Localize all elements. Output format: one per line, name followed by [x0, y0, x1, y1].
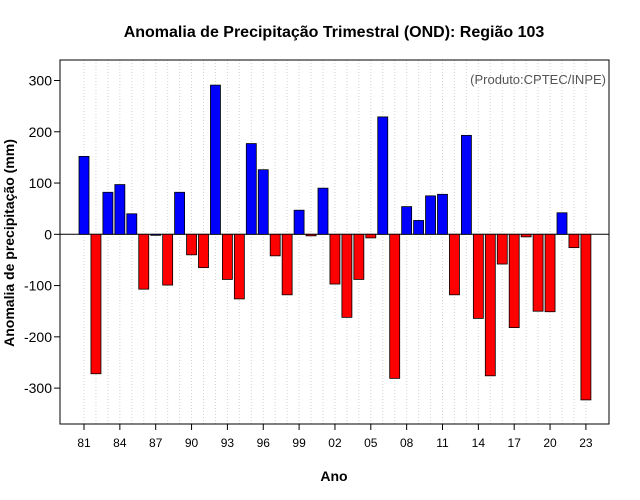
- bar-1992: [210, 84, 221, 235]
- bar-2017: [508, 233, 520, 329]
- bar-1998: [281, 233, 293, 296]
- bar-1995: [245, 143, 257, 235]
- y-tick-label: -100: [24, 278, 52, 294]
- bar-2003: [341, 233, 353, 318]
- bar-1985: [126, 213, 138, 235]
- bar-1984: [114, 184, 126, 235]
- bar-2008: [401, 206, 413, 235]
- y-tick-label: 0: [44, 226, 52, 242]
- bar-2015: [484, 233, 496, 377]
- bar-2013: [460, 134, 472, 235]
- x-tick-label: 05: [364, 436, 378, 450]
- bar-1990: [186, 233, 197, 256]
- x-axis-label: Ano: [320, 468, 347, 484]
- bar-1999: [293, 209, 305, 235]
- x-tick-label: 20: [543, 436, 557, 450]
- x-tick-label: 87: [149, 436, 163, 450]
- y-tick-label: 200: [29, 124, 53, 140]
- bar-2000: [305, 233, 317, 237]
- bar-1982: [90, 233, 102, 375]
- y-tick-label: -200: [24, 329, 52, 345]
- bar-2011: [437, 193, 448, 235]
- bar-1994: [233, 233, 245, 300]
- grid: [83, 60, 587, 424]
- x-tick-label: 11: [436, 436, 449, 450]
- x-tick-label: 93: [221, 436, 235, 450]
- bar-2019: [532, 233, 544, 312]
- bar-2021: [556, 212, 568, 235]
- bar-2012: [449, 233, 460, 296]
- bar-2022: [568, 233, 580, 249]
- bar-1988: [162, 233, 174, 286]
- x-tick-label: 08: [400, 436, 414, 450]
- x-tick-label: 14: [472, 436, 486, 450]
- y-tick-label: 100: [29, 175, 53, 191]
- bar-1987: [150, 233, 162, 236]
- y-axis: -300 -200 -100 0 100 200 300: [24, 73, 60, 396]
- x-tick-label: 84: [113, 436, 127, 450]
- bar-1991: [198, 233, 209, 269]
- bar-1993: [221, 233, 233, 280]
- bar-1989: [174, 191, 186, 235]
- bar-2010: [425, 195, 436, 235]
- bar-2005: [365, 233, 377, 239]
- x-tick-label: 99: [292, 436, 306, 450]
- bar-2007: [389, 233, 401, 379]
- x-axis: 81 84 87 90 93 96 99 02 05 08 11 14 17 20 23: [77, 424, 593, 450]
- bar-1983: [102, 191, 114, 235]
- bar-2002: [329, 233, 341, 285]
- bar-2020: [544, 233, 556, 313]
- x-tick-label: 02: [328, 436, 342, 450]
- bars: [78, 84, 592, 401]
- x-tick-label: 96: [257, 436, 271, 450]
- x-tick-label: 81: [77, 436, 91, 450]
- y-tick-label: 300: [29, 73, 53, 89]
- bar-2009: [413, 220, 425, 235]
- bar-1997: [269, 233, 281, 257]
- x-tick-label: 90: [185, 436, 199, 450]
- bar-2023: [580, 233, 592, 401]
- chart-title: Anomalia de Precipitação Trimestral (OND…: [124, 24, 545, 41]
- x-tick-label: 17: [508, 436, 522, 450]
- y-axis-label: Anomalia de precipitação (mm): [1, 139, 17, 347]
- y-tick-label: -300: [24, 380, 52, 396]
- bar-2014: [472, 233, 484, 319]
- bar-1981: [78, 155, 90, 235]
- bar-1996: [257, 169, 269, 235]
- bar-2016: [496, 233, 508, 265]
- bar-2001: [317, 187, 329, 235]
- bar-2018: [520, 233, 532, 238]
- credit-text: (Produto:CPTEC/INPE): [470, 72, 606, 87]
- bar-1986: [138, 233, 150, 290]
- bar-2006: [377, 116, 389, 235]
- x-tick-label: 23: [579, 436, 593, 450]
- bar-2004: [353, 233, 365, 280]
